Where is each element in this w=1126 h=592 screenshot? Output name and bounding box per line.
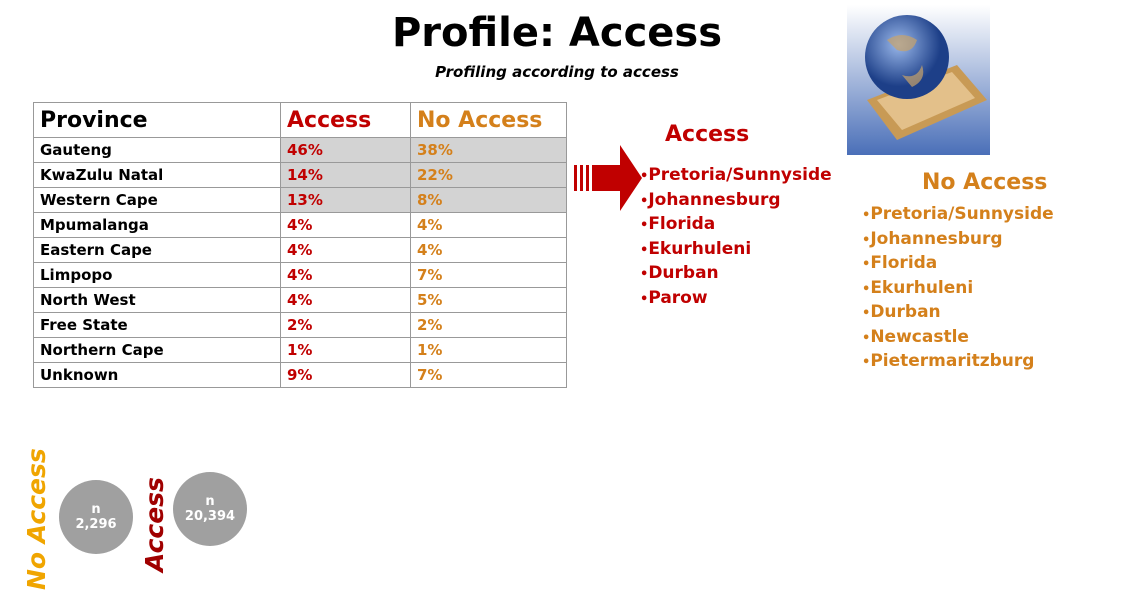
table-cell: Northern Cape (34, 338, 281, 363)
table-cell: 46% (281, 138, 411, 163)
slide: Profile: Access Profiling according to a… (0, 0, 1126, 592)
column-header: No Access (411, 103, 567, 138)
table-cell: 22% (411, 163, 567, 188)
n-label: n (173, 494, 247, 509)
list-item: Durban (640, 263, 832, 288)
n-value: 20,394 (173, 509, 247, 524)
table-cell: Gauteng (34, 138, 281, 163)
table-cell: 4% (411, 213, 567, 238)
sample-label: Access (140, 477, 169, 572)
table-cell: KwaZulu Natal (34, 163, 281, 188)
sample-label: No Access (22, 448, 51, 590)
table-cell: 5% (411, 288, 567, 313)
table-cell: Western Cape (34, 188, 281, 213)
table-cell: 4% (281, 263, 411, 288)
table-cell: 1% (411, 338, 567, 363)
table-cell: Unknown (34, 363, 281, 388)
table-cell: 2% (411, 313, 567, 338)
table-cell: Eastern Cape (34, 238, 281, 263)
list-item: Pietermaritzburg (862, 351, 1054, 376)
list-item: Parow (640, 288, 832, 313)
table-cell: 8% (411, 188, 567, 213)
no-access-list-title: No Access (922, 170, 1047, 195)
table-cell: 4% (281, 213, 411, 238)
table-cell: 1% (281, 338, 411, 363)
list-item: Florida (862, 253, 1054, 278)
table-cell: 2% (281, 313, 411, 338)
no-access-list: Pretoria/SunnysideJohannesburgFloridaEku… (862, 204, 1054, 376)
list-item: Pretoria/Sunnyside (862, 204, 1054, 229)
list-item: Johannesburg (640, 190, 832, 215)
access-list: Pretoria/SunnysideJohannesburgFloridaEku… (640, 165, 832, 312)
table-cell: 7% (411, 263, 567, 288)
table-cell: 4% (281, 288, 411, 313)
arrow (574, 143, 644, 213)
access-list-title: Access (665, 122, 749, 147)
list-item: Newcastle (862, 327, 1054, 352)
list-item: Johannesburg (862, 229, 1054, 254)
table-cell: North West (34, 288, 281, 313)
table-cell: 38% (411, 138, 567, 163)
table-cell: Mpumalanga (34, 213, 281, 238)
table-cell: 13% (281, 188, 411, 213)
laptop-image (847, 5, 990, 155)
n-label: n (59, 502, 133, 517)
table-cell: 4% (281, 238, 411, 263)
list-item: Ekurhuleni (640, 239, 832, 264)
list-item: Pretoria/Sunnyside (640, 165, 832, 190)
list-item: Ekurhuleni (862, 278, 1054, 303)
column-header: Province (34, 103, 281, 138)
column-header: Access (281, 103, 411, 138)
table-cell: 4% (411, 238, 567, 263)
list-item: Florida (640, 214, 832, 239)
n-value: 2,296 (59, 517, 133, 532)
table-cell: 14% (281, 163, 411, 188)
table-cell: Free State (34, 313, 281, 338)
list-item: Durban (862, 302, 1054, 327)
table-cell: 7% (411, 363, 567, 388)
table-cell: 9% (281, 363, 411, 388)
table-cell: Limpopo (34, 263, 281, 288)
